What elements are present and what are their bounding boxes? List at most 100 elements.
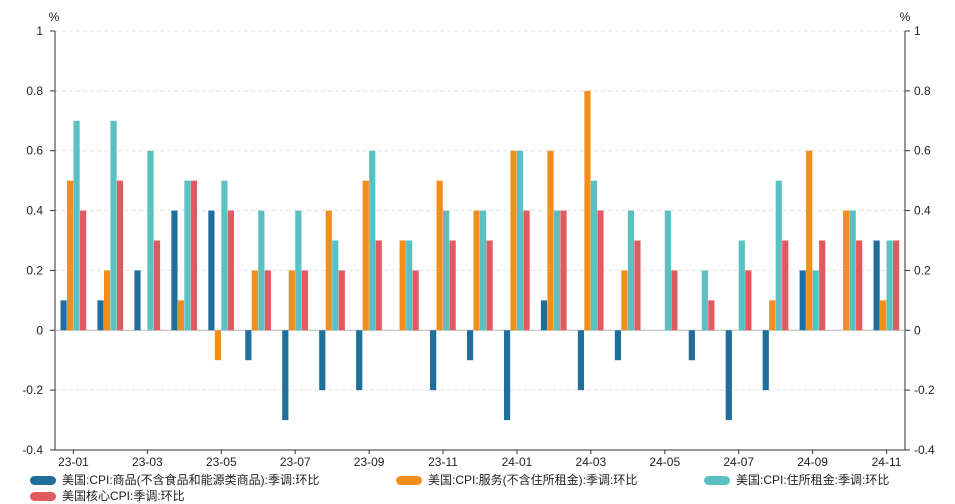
bar-23-07-s0	[282, 330, 289, 421]
bar-23-12-s3	[486, 240, 493, 331]
bar-23-01-s2	[73, 120, 80, 331]
bar-24-03-s1	[584, 90, 591, 331]
bar-24-08-s3	[782, 240, 789, 331]
bar-23-04-s2	[184, 180, 191, 331]
legend-label-shelter: 美国:CPI:住所租金:季调:环比	[736, 473, 890, 487]
bar-23-11-s3	[449, 240, 456, 331]
y-tick-label-left: 0.4	[26, 204, 43, 218]
y-tick-label-left: 0.8	[26, 84, 43, 98]
y-unit-left: %	[49, 10, 60, 24]
bar-24-09-s0	[799, 270, 806, 331]
bar-24-01-s1	[510, 150, 517, 331]
x-tick-label-23-03: 23-03	[132, 455, 163, 469]
bar-24-02-s1	[547, 150, 554, 331]
y-tick-label-left: 0.6	[26, 144, 43, 158]
bar-23-01-s1	[66, 180, 74, 331]
legend-item-services: 美国:CPI:服务(不含住所租金):季调:环比	[396, 472, 637, 488]
bar-24-09-s1	[806, 150, 813, 331]
bar-24-03-s0	[577, 330, 585, 391]
y-tick-label-right: -0.4	[914, 443, 935, 457]
legend-swatch-core-cpi	[30, 491, 56, 501]
bar-23-09-s1	[362, 180, 369, 331]
bar-24-01-s0	[503, 330, 511, 421]
bar-23-07-s2	[295, 210, 302, 331]
y-tick-label-left: 0.2	[26, 263, 43, 277]
y-tick-label-left: -0.4	[22, 443, 43, 457]
bar-23-03-s0	[134, 270, 141, 331]
legend-label-services: 美国:CPI:服务(不含住所租金):季调:环比	[428, 473, 638, 487]
bar-23-09-s2	[369, 150, 376, 331]
y-tick-label-left: 0	[36, 323, 43, 337]
x-tick-label-24-01: 24-01	[502, 455, 533, 469]
legend-label-goods: 美国:CPI:商品(不含食品和能源类商品):季调:环比	[62, 473, 320, 487]
x-tick-label-23-09: 23-09	[354, 455, 385, 469]
bar-24-11-s0	[873, 240, 880, 331]
x-tick-label-23-05: 23-05	[206, 455, 237, 469]
x-tick-label-23-07: 23-07	[280, 455, 311, 469]
y-tick-label-right: -0.2	[914, 383, 935, 397]
legend-swatch-goods	[30, 475, 56, 485]
bar-23-05-s3	[227, 210, 235, 331]
x-tick-label-23-01: 23-01	[58, 455, 89, 469]
bar-24-07-s3	[745, 270, 752, 331]
y-tick-label-right: 0	[914, 323, 921, 337]
x-tick-label-24-11: 24-11	[872, 455, 902, 469]
bar-24-02-s2	[553, 210, 561, 331]
bar-24-05-s3	[671, 270, 678, 331]
bar-24-07-s0	[725, 330, 732, 421]
bar-24-11-s2	[886, 240, 893, 331]
bar-23-08-s2	[332, 240, 339, 331]
x-tick-label-24-07: 24-07	[723, 455, 754, 469]
bar-23-10-s3	[412, 270, 419, 331]
bar-23-12-s1	[473, 210, 480, 331]
bar-23-02-s1	[103, 270, 111, 331]
bar-24-10-s1	[843, 210, 850, 331]
bar-24-11-s1	[880, 300, 887, 331]
bar-24-05-s2	[664, 210, 671, 331]
bar-23-10-s2	[406, 240, 413, 331]
bar-24-09-s3	[819, 240, 826, 331]
y-tick-label-right: 0.8	[914, 84, 931, 98]
bar-23-10-s1	[399, 240, 406, 331]
bar-23-08-s0	[319, 330, 326, 391]
bar-24-08-s2	[775, 180, 782, 331]
bars	[60, 90, 900, 421]
bar-23-09-s3	[375, 240, 382, 331]
bar-23-04-s0	[171, 210, 178, 331]
bar-24-04-s1	[621, 270, 628, 331]
bar-24-11-s3	[893, 240, 900, 331]
legend-swatch-shelter	[704, 475, 730, 485]
bar-23-12-s2	[480, 210, 487, 331]
bar-24-04-s0	[614, 330, 622, 361]
bar-24-02-s3	[560, 210, 567, 331]
bar-23-04-s1	[177, 300, 185, 331]
bar-24-09-s2	[812, 270, 819, 331]
bar-23-08-s3	[338, 270, 345, 331]
x-tick-label-24-05: 24-05	[649, 455, 680, 469]
y-tick-label-right: 1	[914, 24, 921, 38]
x-tick-label-23-11: 23-11	[428, 455, 458, 469]
bar-23-12-s0	[467, 330, 474, 361]
bar-23-05-s1	[214, 330, 222, 361]
bar-24-03-s3	[597, 210, 604, 331]
bar-23-11-s0	[430, 330, 437, 391]
x-tick-label-24-03: 24-03	[576, 455, 607, 469]
bar-23-01-s0	[60, 300, 67, 331]
bar-24-06-s3	[708, 300, 715, 331]
y-tick-label-left: -0.2	[22, 383, 43, 397]
x-tick-label-24-09: 24-09	[797, 455, 828, 469]
bar-23-11-s2	[443, 210, 450, 331]
bar-24-06-s2	[701, 270, 708, 331]
tick-labels: -0.4 -0.4 -0.2 -0.2 0 0 0.2 0.2 0.4 0.4 0.6 0.6 0.8 0…	[22, 24, 935, 469]
bar-23-02-s3	[116, 180, 124, 331]
bar-24-07-s2	[738, 240, 745, 331]
y-tick-label-right: 0.4	[914, 204, 931, 218]
legend-swatch-services	[396, 475, 422, 485]
bar-23-07-s1	[288, 270, 295, 331]
bar-23-04-s3	[190, 180, 198, 331]
bar-23-08-s1	[325, 210, 332, 331]
y-tick-label-left: 1	[36, 24, 43, 38]
bar-23-01-s3	[79, 210, 87, 331]
bar-23-06-s2	[258, 210, 265, 331]
